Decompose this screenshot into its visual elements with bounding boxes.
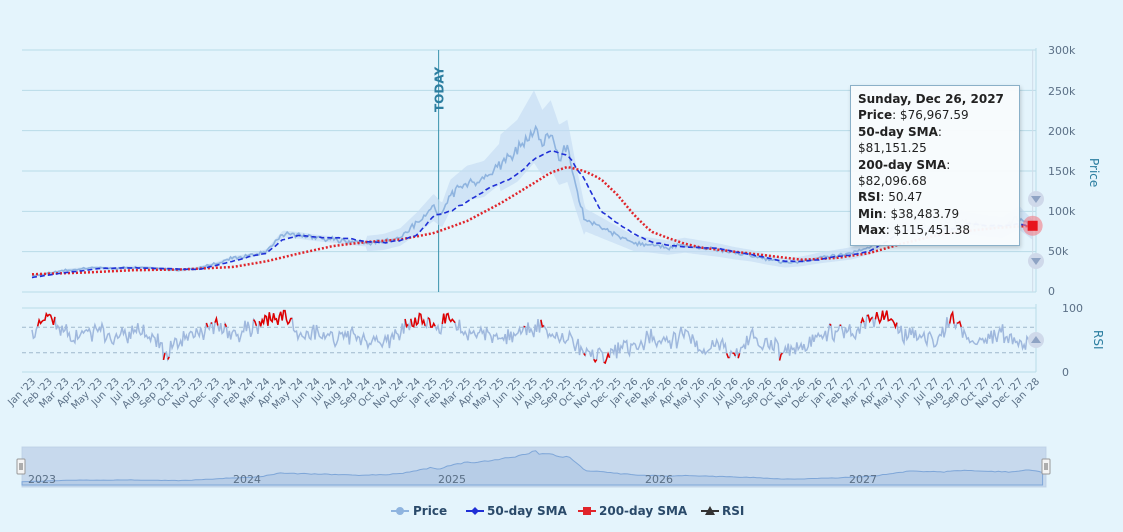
price-range-band [32, 90, 1033, 277]
price-tick-label: 50k [1048, 245, 1069, 258]
rsi-axis-title: RSI [1091, 330, 1105, 350]
tooltip-value: : $81,151.25 [858, 124, 942, 156]
legend-item-sma-200[interactable]: 200-day SMA [578, 504, 688, 518]
tooltip-label: RSI [858, 190, 881, 205]
navigator-left-handle[interactable] [16, 458, 26, 475]
rsi-oversold-segments [164, 353, 796, 363]
chevron-down-icon [1031, 258, 1041, 265]
legend-label: 200-day SMA [599, 504, 688, 518]
price-tick-label: 150k [1048, 165, 1076, 178]
tooltip-value: : $115,451.38 [885, 223, 970, 238]
legend-item-sma-50[interactable]: 50-day SMA [466, 504, 568, 518]
price-tick-label: 250k [1048, 85, 1076, 98]
circle-marker-icon [396, 507, 404, 515]
price-tick-label: 100k [1048, 205, 1076, 218]
tooltip-value: : $76,967.59 [892, 108, 969, 123]
rsi-overbought-segments [38, 311, 1003, 328]
tooltip-row-sma-200: 200-day SMA: $82,096.68 [858, 157, 1012, 190]
price-axis-title: Price [1087, 158, 1101, 187]
navigator-year-label: 2025 [438, 473, 466, 486]
tooltip-value: : $82,096.68 [858, 157, 951, 189]
navigator-year-label: 2023 [28, 473, 56, 486]
rsi-tick-label: 0 [1062, 366, 1069, 379]
tooltip-label: 50-day SMA [858, 124, 938, 139]
square-marker-icon [583, 507, 591, 515]
tooltip-value: : 50.47 [880, 190, 923, 205]
sma-50-series-line [31, 149, 1033, 279]
price-series-line [31, 124, 1034, 277]
tooltip-row-rsi: RSI: 50.47 [858, 189, 1012, 205]
tooltip-row-sma-50: 50-day SMA: $81,151.25 [858, 124, 1012, 157]
navigator-year-label: 2024 [233, 473, 261, 486]
tooltip-label: Price [858, 108, 893, 123]
navigator-right-handle[interactable] [1041, 458, 1051, 475]
navigator-series-area [21, 450, 1044, 486]
navigator[interactable]: 2023 2024 2025 2026 2027 [16, 446, 1051, 488]
rsi-tick-label: 100 [1062, 302, 1083, 315]
tooltip-date: Sunday, Dec 26, 2027 [858, 92, 1004, 106]
min-marker-button[interactable] [1028, 253, 1044, 269]
tooltip-label: 200-day SMA [858, 157, 947, 172]
rsi-marker-button[interactable] [1028, 332, 1044, 348]
navigator-year-label: 2027 [849, 473, 877, 486]
hover-point-marker [1027, 220, 1038, 231]
sma-200-series-line [31, 165, 1033, 276]
tooltip-row-min: Min: $38,483.79 [858, 206, 1012, 222]
legend-item-price[interactable]: Price [391, 504, 447, 518]
tooltip-label: Min [858, 206, 883, 221]
tooltip-row-max: Max: $115,451.38 [858, 222, 1012, 238]
chevron-up-icon [1031, 336, 1041, 343]
tooltip: Sunday, Dec 26, 2027 Price: $76,967.59 5… [850, 85, 1020, 246]
chevron-down-icon [1031, 196, 1041, 203]
legend-item-rsi[interactable]: RSI [701, 504, 744, 518]
navigator-year-label: 2026 [645, 473, 673, 486]
triangle-marker-icon [705, 506, 715, 515]
max-marker-button[interactable] [1028, 191, 1044, 207]
legend-label: 50-day SMA [487, 504, 568, 518]
price-axis-ticks: 0 50k 100k 150k 200k 250k 300k [1048, 44, 1076, 298]
price-tick-label: 300k [1048, 44, 1076, 57]
navigator-year-labels: 2023 2024 2025 2026 2027 [28, 473, 877, 486]
price-tick-label: 0 [1048, 285, 1055, 298]
diamond-marker-icon [471, 507, 479, 515]
tooltip-label: Max [858, 223, 886, 238]
legend: Price 50-day SMA 200-day SMA RSI [391, 504, 744, 518]
tooltip-value: : $38,483.79 [882, 206, 960, 221]
price-tick-label: 200k [1048, 125, 1076, 138]
rsi-series-line [31, 309, 1034, 365]
legend-label: Price [413, 504, 447, 518]
legend-label: RSI [722, 504, 744, 518]
today-marker-label: TODAY [433, 67, 447, 112]
tooltip-row-price: Price: $76,967.59 [858, 107, 1012, 123]
